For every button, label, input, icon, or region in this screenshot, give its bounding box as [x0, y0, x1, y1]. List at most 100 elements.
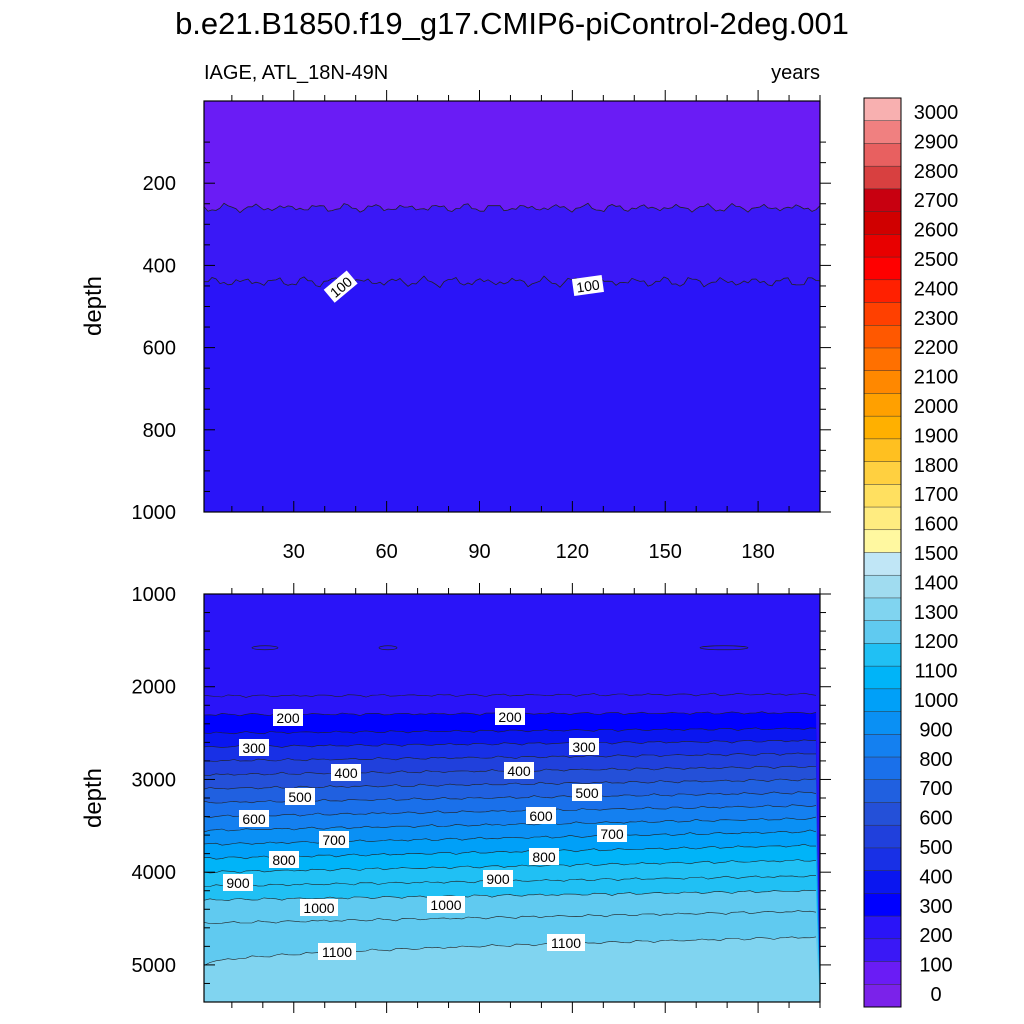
contour-label: 300	[569, 738, 599, 755]
contour-line	[203, 692, 817, 698]
contour-label-box	[571, 274, 604, 297]
colorbar-box	[864, 597, 901, 622]
colorbar-box	[864, 643, 901, 667]
contour-label-text: 400	[507, 763, 531, 779]
colorbar-box	[864, 938, 901, 962]
contour-label-text: 100	[575, 276, 601, 295]
contour-label-box	[285, 788, 315, 805]
contour-label-text: 1000	[303, 900, 334, 916]
contour-label-box	[239, 739, 269, 756]
contour-line	[203, 804, 817, 818]
contour-label-text: 800	[532, 849, 556, 865]
contour-label-box	[529, 848, 559, 865]
colorbar-label: 2000	[914, 396, 959, 418]
contour-label-text: 400	[334, 765, 358, 781]
colorbar-box	[864, 120, 901, 144]
contour-label-text: 900	[226, 875, 250, 891]
contour-line	[203, 727, 817, 735]
y-axis-label: depth	[80, 768, 107, 828]
colorbar-box	[864, 211, 901, 235]
colorbar-label: 1800	[914, 455, 959, 477]
colorbar-label: 900	[919, 719, 952, 741]
contour-label: 900	[223, 874, 253, 891]
contour-label-box	[569, 738, 599, 755]
variable-region-label: IAGE, ATL_18N-49N	[204, 62, 389, 84]
contour-line	[203, 752, 816, 762]
contour-label-box	[318, 943, 356, 960]
contour-label-box	[547, 934, 585, 951]
contour-line-50	[203, 202, 821, 214]
contour-line	[203, 936, 817, 966]
colorbar-box	[864, 984, 901, 1008]
contour-label-box	[319, 831, 349, 848]
contour-label-box	[239, 810, 269, 827]
colorbar-box	[864, 734, 901, 758]
colorbar-label: 2300	[914, 308, 959, 330]
colorbar-label: 400	[919, 866, 952, 888]
contour-label-box	[273, 709, 303, 726]
contour-label-text: 500	[288, 789, 312, 805]
contour-label: 400	[504, 762, 534, 779]
y-tick-label: 600	[143, 338, 176, 360]
y-tick-label: 1000	[132, 502, 177, 524]
contour-label: 900	[483, 870, 513, 887]
colorbar-box	[864, 529, 901, 553]
contour-label-text: 600	[242, 811, 266, 827]
contour-label: 600	[526, 807, 556, 824]
colorbar-label: 1200	[914, 631, 959, 653]
contour-label-text: 200	[498, 709, 522, 725]
colorbar-box	[864, 166, 901, 190]
contour-label: 500	[572, 784, 602, 801]
colorbar-label: 300	[919, 896, 952, 918]
colorbar-label: 800	[919, 749, 952, 771]
colorbar-box	[864, 711, 901, 735]
colorbar-frame	[863, 97, 902, 1008]
contour-label: 1000	[427, 896, 465, 913]
x-tick-label: 150	[649, 541, 682, 563]
contour-label-text: 500	[575, 785, 599, 801]
colorbar-box	[864, 484, 901, 508]
contour-line	[203, 910, 817, 924]
y-tick-label: 4000	[132, 862, 177, 884]
contour-line	[203, 739, 817, 748]
contour-label-box	[526, 807, 556, 824]
chart-title: b.e21.B1850.f19_g17.CMIP6-piControl-2deg…	[175, 6, 849, 41]
y-tick-label: 400	[143, 255, 176, 277]
contour-label: 800	[529, 848, 559, 865]
colorbar-box	[864, 279, 901, 303]
contour-label: 700	[597, 825, 627, 842]
colorbar-box	[864, 325, 901, 349]
colorbar-label: 500	[919, 837, 952, 859]
colorbar-box	[864, 234, 901, 258]
contour-line	[203, 889, 817, 902]
colorbar-box	[864, 870, 901, 894]
contour-label-box	[483, 870, 513, 887]
colorbar-box	[864, 438, 901, 462]
y-tick-label: 5000	[132, 955, 177, 977]
contour-label-box	[223, 874, 253, 891]
contour-label-text: 300	[572, 739, 596, 755]
colorbar-label: 2400	[914, 278, 959, 300]
contour-label: 1000	[300, 899, 338, 916]
colorbar-label: 1700	[914, 484, 959, 506]
contour-label-box	[504, 762, 534, 779]
y-tick-label: 1000	[132, 584, 177, 606]
colorbar-label: 600	[919, 808, 952, 830]
colorbar-label: 1100	[914, 661, 957, 683]
contour-line	[203, 778, 817, 790]
x-tick-label: 30	[283, 541, 305, 563]
colorbar-label: 2700	[914, 190, 959, 212]
contour-line	[203, 859, 817, 874]
y-tick-label: 3000	[132, 769, 177, 791]
colorbar-box	[864, 302, 901, 326]
colorbar-label: 100	[919, 955, 952, 977]
closed-contour	[699, 645, 749, 651]
contour-label-box	[572, 784, 602, 801]
colorbar-box	[864, 916, 901, 940]
contour-label-text: 300	[242, 740, 266, 756]
colorbar-label: 2900	[914, 131, 959, 153]
x-tick-label: 180	[741, 541, 774, 563]
colorbar-box	[864, 347, 901, 372]
